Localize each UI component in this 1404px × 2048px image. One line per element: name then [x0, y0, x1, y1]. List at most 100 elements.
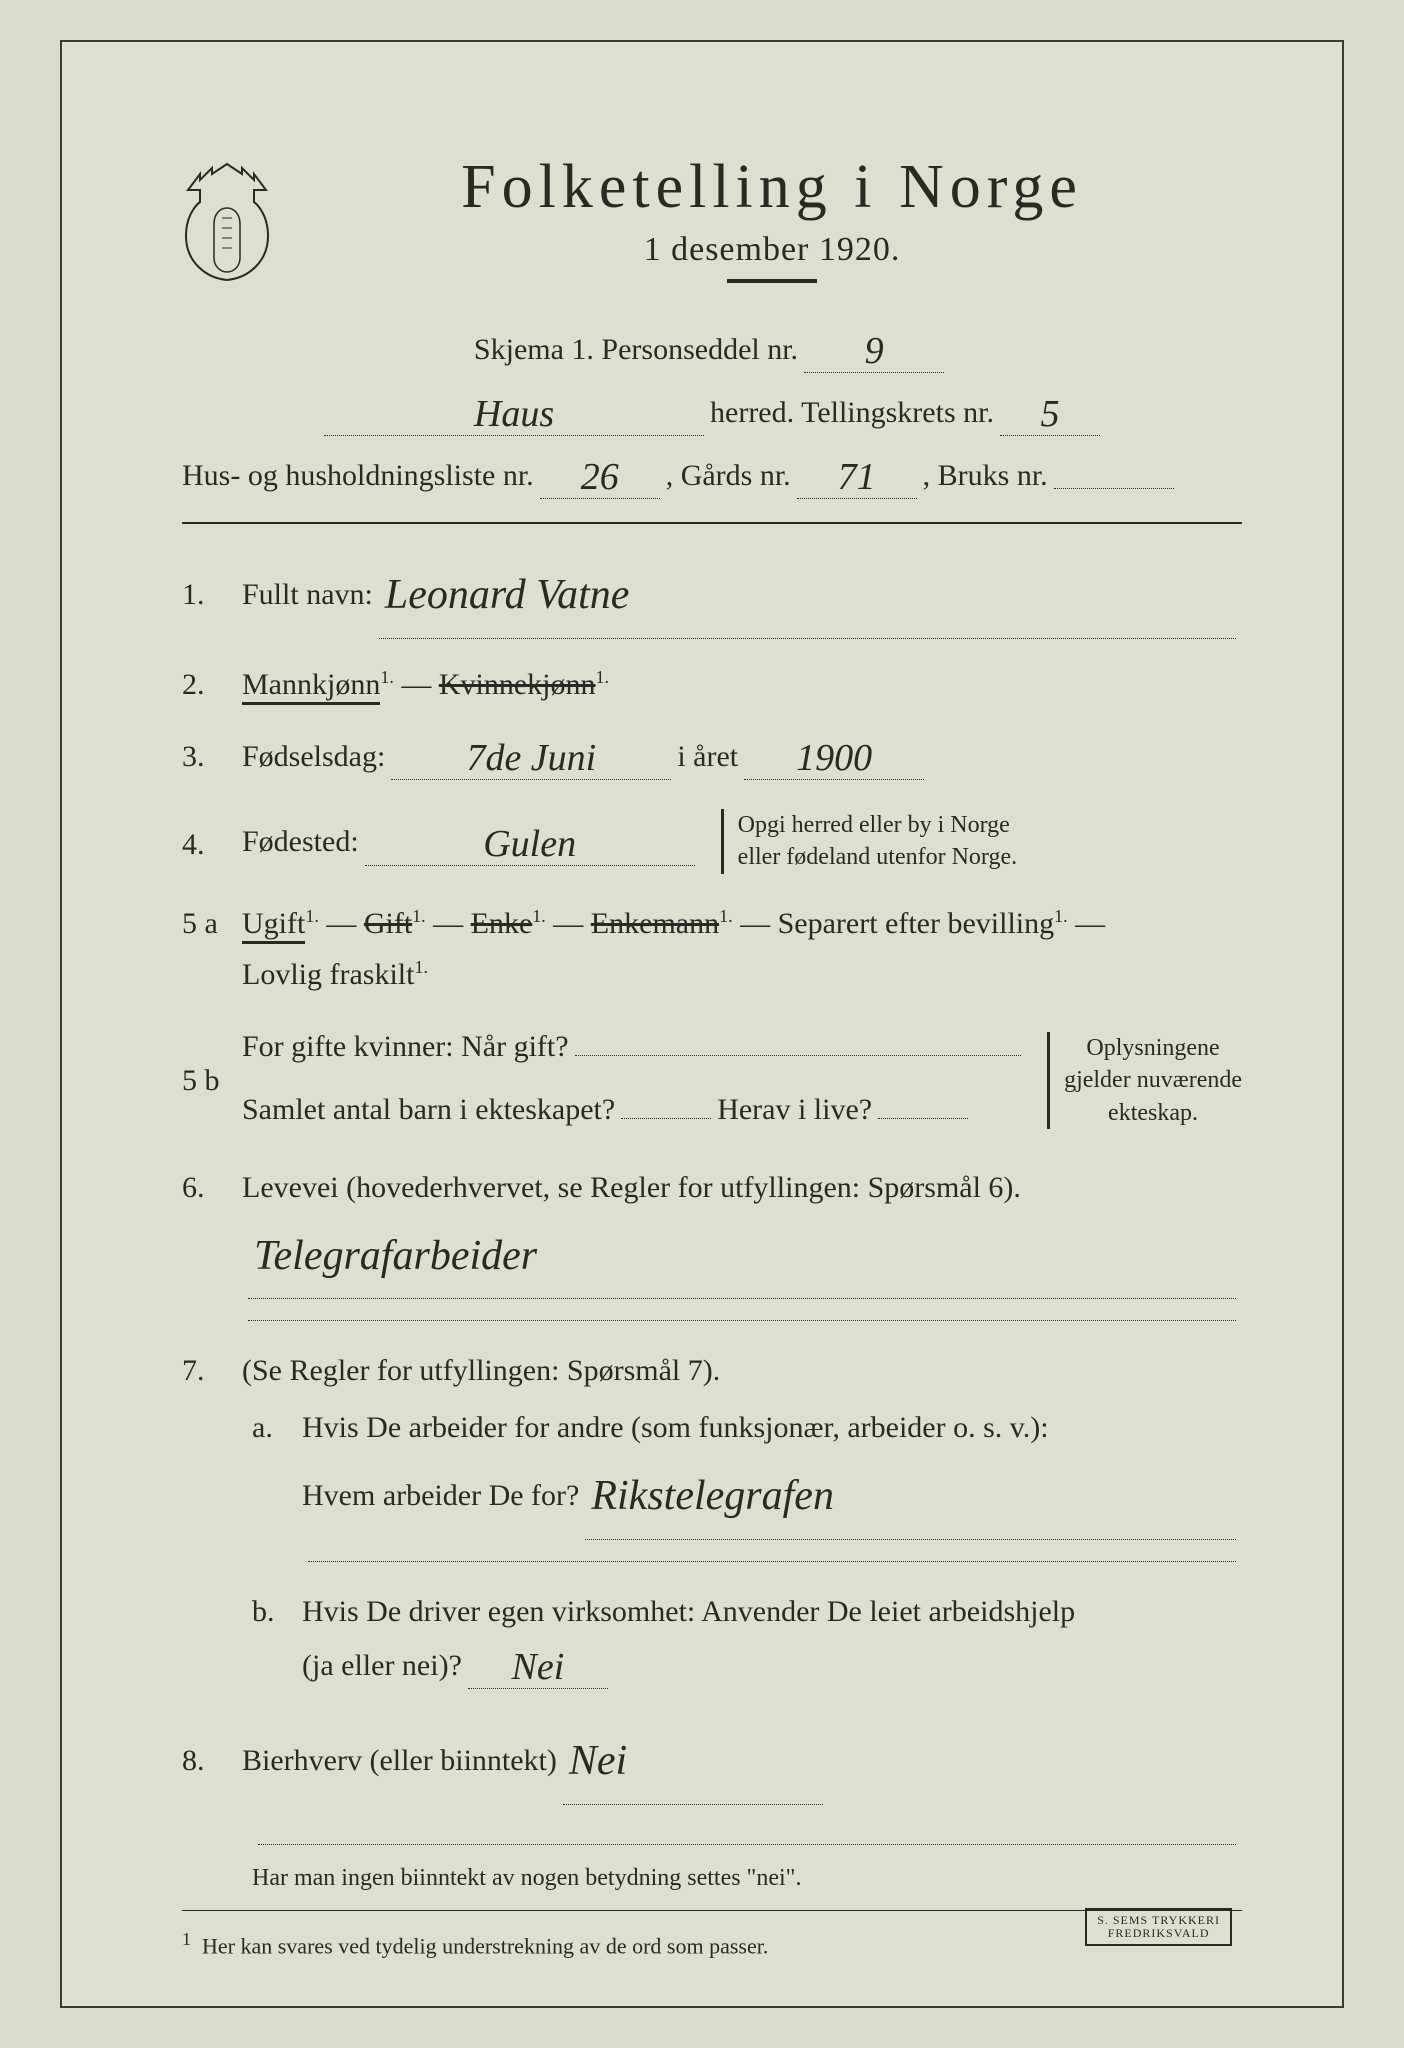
q5a-enkemann: Enkemann [591, 907, 719, 940]
q7b-l2: (ja eller nei)? [302, 1637, 462, 1694]
q4-value: Gulen [365, 825, 695, 866]
stamp-l2: FREDRIKSVALD [1097, 1927, 1220, 1940]
q4-num: 4. [182, 819, 242, 870]
q6-value: Telegrafarbeider [248, 1217, 1236, 1300]
bruks-nr [1054, 486, 1174, 489]
q2-mannkjonn: Mannkjønn [242, 668, 380, 705]
q5b-blank2 [621, 1099, 711, 1119]
q5b-blank3 [878, 1099, 968, 1119]
q7a-row: a. Hvis De arbeider for andre (som funks… [182, 1402, 1242, 1568]
skjema-label: Skjema 1. Personseddel nr. [474, 321, 798, 378]
q5a-sup2: 1. [412, 906, 426, 926]
q5a-num: 5 a [182, 898, 242, 949]
q4-note-1: Opgi herred eller by i Norge [738, 809, 1017, 841]
herred-label: herred. Tellingskrets nr. [710, 384, 994, 441]
q2-kvinnekjonn: Kvinnekjønn [439, 668, 596, 701]
gards-label: , Gårds nr. [666, 447, 791, 504]
q8-blank [182, 1825, 1242, 1845]
q8-body: Bierhverv (eller biinntekt) Nei [242, 1718, 1242, 1801]
q3-mid: i året [677, 728, 738, 785]
q2-num: 2. [182, 659, 242, 710]
q5a-enke: Enke [471, 907, 533, 940]
q6-row: 6. Levevei (hovederhvervet, se Regler fo… [182, 1162, 1242, 1328]
q5b-line1: For gifte kvinner: Når gift? [242, 1018, 1027, 1075]
q5a-d4: — [740, 907, 778, 940]
meta-line-1: Skjema 1. Personseddel nr. 9 [182, 321, 1242, 378]
q7b-value: Nei [468, 1648, 608, 1689]
q7a-num: a. [252, 1402, 302, 1453]
q8-label: Bierhverv (eller biinntekt) [242, 1732, 557, 1789]
q7b-l1: Hvis De driver egen virksomhet: Anvender… [302, 1586, 1242, 1637]
q1-row: 1. Fullt navn: Leonard Vatne [182, 552, 1242, 641]
meta-line-3: Hus- og husholdningsliste nr. 26 , Gårds… [182, 447, 1242, 504]
footnote-num: 1 [182, 1929, 191, 1949]
q7-num: 7. [182, 1345, 242, 1396]
q5b-l1a: For gifte kvinner: Når gift? [242, 1018, 569, 1075]
q6-value-line: Telegrafarbeider [242, 1213, 1242, 1296]
census-form-sheet: Folketelling i Norge 1 desember 1920. Sk… [60, 40, 1344, 2008]
q7b-num: b. [252, 1586, 302, 1637]
title-block: Folketelling i Norge 1 desember 1920. [302, 152, 1242, 311]
q7-row: 7. (Se Regler for utfyllingen: Spørsmål … [182, 1345, 1242, 1396]
q5a-d1: — [326, 907, 364, 940]
hus-nr: 26 [540, 458, 660, 499]
q2-row: 2. Mannkjønn1. — Kvinnekjønn1. [182, 659, 1242, 710]
footnote-rule [182, 1910, 1242, 1911]
q2-body: Mannkjønn1. — Kvinnekjønn1. [242, 659, 1242, 710]
q5a-sup3: 1. [532, 906, 546, 926]
q5b-left: For gifte kvinner: Når gift? Samlet anta… [242, 1018, 1027, 1144]
coat-of-arms-icon [182, 162, 272, 282]
tail-note: Har man ingen biinntekt av nogen betydni… [182, 1865, 1242, 1892]
footnote: 1 Her kan svares ved tydelig understrekn… [182, 1929, 1242, 1959]
q8-blank-fill [258, 1825, 1236, 1845]
q5a-sup6: 1. [414, 957, 428, 977]
q7b-body: Hvis De driver egen virksomhet: Anvender… [302, 1586, 1242, 1700]
q4-row: 4. Fødested: Gulen Opgi herred eller by … [182, 809, 1242, 880]
q7a-value: Rikstelegrafen [585, 1457, 1236, 1540]
title-rule [727, 279, 817, 283]
q8-row: 8. Bierhverv (eller biinntekt) Nei [182, 1718, 1242, 1807]
q3-body: Fødselsdag: 7de Juni i året 1900 [242, 728, 1242, 785]
q5a-lov: Lovlig fraskilt [242, 958, 414, 991]
q5b-body: For gifte kvinner: Når gift? Samlet anta… [242, 1018, 1242, 1144]
meta-line-2: Haus herred. Tellingskrets nr. 5 [182, 384, 1242, 441]
q5b-l2a: Samlet antal barn i ekteskapet? [242, 1081, 615, 1138]
q5b-note: Oplysningene gjelder nuværende ekteskap. [1047, 1032, 1242, 1129]
q5a-d5: — [1075, 907, 1105, 940]
q3-day: 7de Juni [391, 739, 671, 780]
q6-label: Levevei (hovederhvervet, se Regler for u… [242, 1162, 1242, 1213]
header-row: Folketelling i Norge 1 desember 1920. [182, 152, 1242, 311]
q5a-sup1: 1. [305, 906, 319, 926]
footnote-text: Her kan svares ved tydelig understreknin… [202, 1933, 768, 1958]
q8-num: 8. [182, 1735, 242, 1786]
q7a-body: Hvis De arbeider for andre (som funksjon… [302, 1402, 1242, 1568]
q5b-line2: Samlet antal barn i ekteskapet? Herav i … [242, 1081, 1027, 1138]
q5a-ugift: Ugift [242, 907, 305, 944]
q4-label: Fødested: [242, 813, 359, 870]
herred-value: Haus [324, 395, 704, 436]
divider [182, 522, 1242, 524]
q7a-l2-line: Hvem arbeider De for? Rikstelegrafen [302, 1453, 1242, 1536]
page-subtitle: 1 desember 1920. [302, 231, 1242, 269]
q2-sup2: 1. [595, 667, 609, 687]
q5b-num: 5 b [182, 1055, 242, 1106]
personseddel-nr: 9 [804, 332, 944, 373]
q7b-row: b. Hvis De driver egen virksomhet: Anven… [182, 1586, 1242, 1700]
q5a-body: Ugift1. — Gift1. — Enke1. — Enkemann1. —… [242, 898, 1242, 1000]
bruks-label: , Bruks nr. [923, 447, 1048, 504]
q5a-gift: Gift [364, 907, 412, 940]
q4-note: Opgi herred eller by i Norge eller fødel… [721, 809, 1017, 874]
q3-year: 1900 [744, 739, 924, 780]
q2-dash: — [401, 668, 439, 701]
q5a-sep: Separert efter bevilling [778, 907, 1055, 940]
q3-row: 3. Fødselsdag: 7de Juni i året 1900 [182, 728, 1242, 791]
printer-stamp: S. SEMS TRYKKERI FREDRIKSVALD [1085, 1908, 1232, 1946]
q7b-l2-line: (ja eller nei)? Nei [302, 1637, 1242, 1694]
q5a-sup4: 1. [719, 906, 733, 926]
q5a-d3: — [553, 907, 591, 940]
q5a-row: 5 a Ugift1. — Gift1. — Enke1. — Enkemann… [182, 898, 1242, 1000]
gards-nr: 71 [797, 458, 917, 499]
q1-label: Fullt navn: [242, 566, 373, 623]
q5b-note1: Oplysningene [1064, 1032, 1242, 1064]
q5b-note2: gjelder nuværende [1064, 1064, 1242, 1096]
